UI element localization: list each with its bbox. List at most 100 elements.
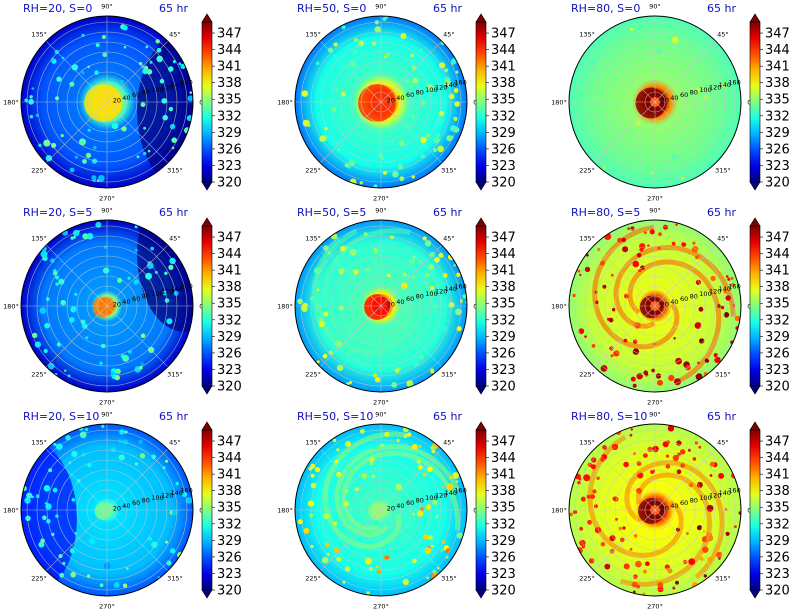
convective-cell	[395, 483, 402, 491]
polar-frame	[568, 219, 742, 393]
convective-cell	[692, 152, 698, 157]
convective-cell	[166, 318, 173, 325]
colorbar-body	[201, 429, 213, 591]
colorbar-tick-label: 332	[217, 109, 242, 124]
convective-cell	[590, 494, 595, 500]
convective-cell	[454, 101, 460, 107]
colorbar-tick-label: 338	[765, 484, 790, 499]
convective-cell	[590, 464, 596, 470]
convective-cell	[460, 300, 463, 304]
radial-tick-label: 40	[670, 502, 678, 510]
convective-cell	[433, 148, 437, 153]
convective-cell	[122, 583, 128, 588]
radial-tick-label: 120	[435, 492, 447, 500]
grid-spoke	[654, 509, 717, 572]
grid-spoke	[319, 40, 382, 103]
convective-cell	[98, 174, 105, 182]
convective-cell	[301, 306, 308, 312]
convective-cell	[425, 133, 430, 138]
colorbar-tick-label: 338	[217, 280, 242, 295]
convective-cell	[336, 448, 340, 452]
colorbar-tick-label: 326	[217, 142, 242, 157]
grid-spoke	[45, 509, 108, 572]
radial-tick-label: 20	[387, 504, 395, 512]
convective-cell	[52, 270, 58, 276]
colorbar-tick-label: 323	[491, 567, 516, 582]
angle-tick-label: 270°	[99, 603, 115, 611]
panel-title: RH=50, S=10	[297, 410, 373, 423]
convective-cell	[73, 235, 76, 239]
convective-cell	[703, 94, 708, 100]
radial-tick-label: 80	[690, 89, 698, 97]
radial-tick-label: 40	[670, 298, 678, 306]
angle-tick-label: 270°	[647, 195, 663, 203]
convective-cell	[632, 383, 637, 388]
convective-cell	[310, 473, 315, 478]
radial-tick-label: 40	[122, 502, 130, 510]
convective-cell	[612, 496, 618, 502]
convective-cell	[374, 377, 381, 383]
radial-tick-label: 40	[396, 298, 404, 306]
radial-tick-label: 160	[728, 78, 740, 86]
convective-cell	[114, 374, 121, 381]
rain-band	[624, 460, 725, 580]
convective-cell	[39, 307, 47, 314]
radial-tick-label: 100	[151, 86, 163, 94]
convective-cell	[440, 548, 444, 552]
convective-cell	[338, 268, 345, 275]
convective-cell	[346, 350, 352, 356]
colorbar-tick-label: 344	[765, 43, 790, 58]
colorbar-extend-max	[475, 217, 487, 227]
convective-cell	[53, 442, 57, 447]
convective-cell	[622, 526, 626, 530]
convective-cell	[662, 224, 669, 230]
convective-cell	[652, 445, 659, 453]
radial-tick-label: 140	[171, 81, 183, 89]
colorbar-tick-label: 344	[217, 247, 242, 262]
convective-cell	[667, 425, 675, 432]
radial-tick-label: 140	[171, 489, 183, 497]
convective-cell	[441, 326, 447, 332]
convective-cell	[29, 95, 33, 99]
radial-tick-label: 80	[142, 293, 150, 301]
panel-time-label: 65 hr	[433, 206, 462, 219]
convective-cell	[723, 312, 730, 318]
convective-cell	[81, 33, 85, 38]
grid-spoke	[380, 244, 443, 307]
convective-cell	[402, 272, 407, 277]
colorbar-body	[475, 429, 487, 591]
convective-cell	[72, 308, 76, 312]
convective-cell	[51, 532, 55, 537]
radial-tick-label: 80	[416, 497, 424, 505]
angle-tick-label: 315°	[167, 370, 183, 378]
convective-cell	[446, 483, 454, 491]
convective-cell	[425, 272, 430, 277]
convective-cell	[727, 133, 734, 140]
grid-spoke	[319, 509, 382, 572]
rain-band	[613, 244, 736, 329]
angle-tick-label: 90°	[649, 207, 661, 215]
angle-tick-label: 270°	[373, 399, 389, 407]
convective-cell	[102, 52, 107, 58]
convective-cell	[594, 300, 599, 305]
convective-cell	[69, 317, 75, 323]
convective-cell	[412, 359, 420, 367]
convective-cell	[51, 142, 57, 148]
convective-cell	[376, 569, 382, 574]
colorbar-tick-label: 323	[491, 159, 516, 174]
convective-cell	[384, 432, 390, 437]
convective-cell	[314, 467, 321, 473]
convective-cell	[658, 232, 662, 237]
convective-cell	[399, 140, 405, 146]
angle-tick-label: 45°	[717, 439, 729, 447]
angle-tick-label: 180°	[277, 507, 293, 515]
colorbar-extend-min	[201, 181, 213, 191]
colorbar-extend-min	[475, 385, 487, 395]
colorbar-tick-label: 347	[217, 27, 242, 42]
convective-cell	[656, 126, 661, 132]
convective-cell	[448, 93, 455, 100]
angle-tick-label: 270°	[99, 195, 115, 203]
convective-cell	[44, 322, 50, 329]
colorbar-tick-label: 332	[491, 517, 516, 532]
